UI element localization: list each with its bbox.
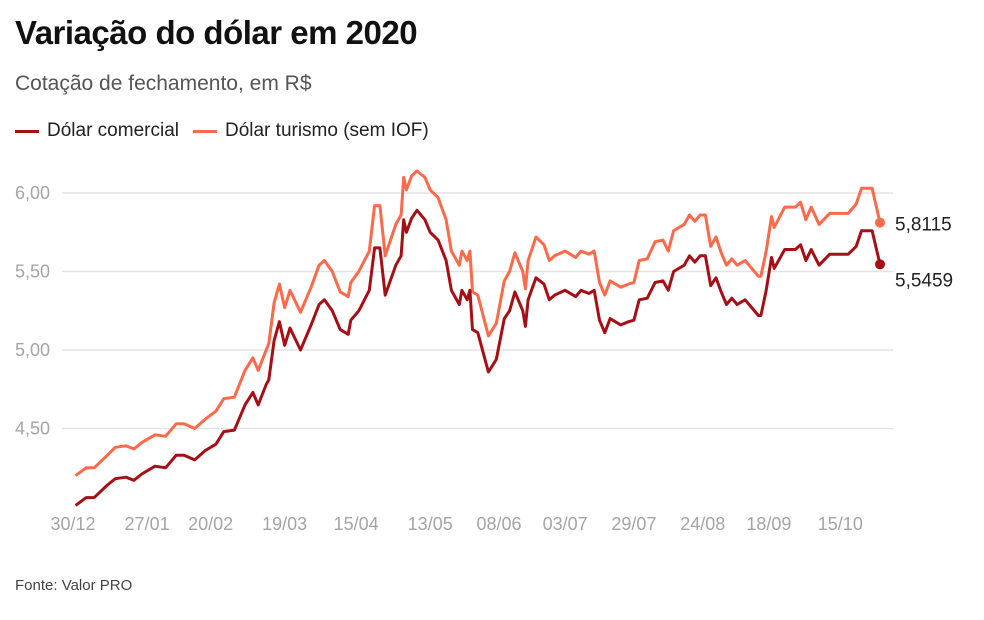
legend-swatch-comercial xyxy=(15,129,39,133)
end-point-turismo xyxy=(875,217,885,228)
chart-subtitle: Cotação de fechamento, em R$ xyxy=(15,72,312,95)
end-point-comercial xyxy=(875,259,885,270)
x-tick-label: 15/10 xyxy=(818,514,863,534)
x-tick-label: 15/04 xyxy=(334,514,379,534)
x-tick-label: 24/08 xyxy=(680,514,725,534)
x-tick-label: 03/07 xyxy=(543,514,588,534)
y-tick-label: 5,50 xyxy=(15,262,50,282)
source-note: Fonte: Valor PRO xyxy=(15,577,133,594)
end-label-comercial: 5,5459 xyxy=(895,270,953,291)
x-tick-label: 18/09 xyxy=(746,514,791,534)
legend-swatch-turismo xyxy=(192,129,217,133)
y-tick-label: 5,00 xyxy=(15,340,50,360)
x-tick-label: 19/03 xyxy=(262,514,307,534)
end-label-turismo: 5,8115 xyxy=(895,215,952,236)
legend-item-comercial: Dólar comercial xyxy=(15,120,179,142)
legend-item-turismo: Dólar turismo (sem IOF) xyxy=(192,120,429,142)
legend: Dólar comercial Dólar turismo (sem IOF) xyxy=(15,120,429,142)
x-tick-label: 08/06 xyxy=(476,514,521,534)
x-tick-label: 30/12 xyxy=(50,514,95,534)
x-tick-label: 20/02 xyxy=(188,514,233,534)
x-tick-label: 13/05 xyxy=(408,514,453,534)
y-tick-label: 6,00 xyxy=(15,183,50,203)
y-tick-label: 4,50 xyxy=(15,419,50,439)
x-tick-label: 27/01 xyxy=(125,514,170,534)
x-tick-label: 29/07 xyxy=(611,514,656,534)
legend-label-comercial: Dólar comercial xyxy=(47,120,179,141)
series-line-turismo xyxy=(74,169,882,477)
chart-title: Variação do dólar em 2020 xyxy=(15,14,418,51)
series-line-comercial xyxy=(74,208,882,507)
legend-label-turismo: Dólar turismo (sem IOF) xyxy=(224,120,429,141)
